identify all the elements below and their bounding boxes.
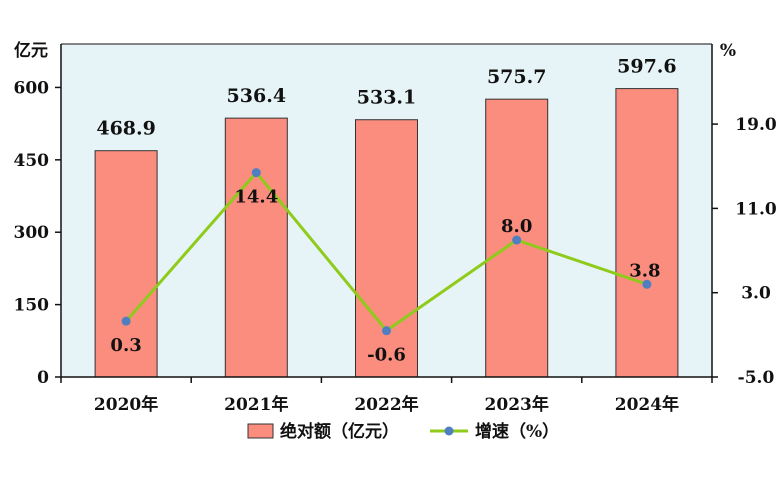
line-value-label: -0.6: [367, 345, 406, 366]
x-axis-ticks: 2020年 2021年 2022年 2023年 2024年: [60, 377, 713, 415]
right-tick-label: -5.0: [738, 368, 775, 388]
left-y-ticks: 0 150 300 450 600: [14, 78, 61, 388]
legend: 绝对额（亿元） 增速（%）: [247, 421, 559, 442]
line-point: [642, 279, 652, 289]
line-value-labels: 0.3 14.4 -0.6 8.0 3.8: [110, 187, 660, 366]
legend-line-marker: [444, 426, 454, 436]
line-point: [121, 316, 131, 326]
line-point: [251, 168, 261, 178]
left-tick-label: 600: [14, 78, 50, 98]
x-tick-label: 2022年: [354, 394, 418, 415]
line-point: [382, 326, 391, 336]
left-tick-label: 0: [37, 368, 49, 388]
right-tick-label: 3.0: [741, 284, 771, 304]
axes: [60, 43, 713, 378]
right-axis-title: %: [720, 41, 736, 61]
left-tick-label: 450: [14, 151, 50, 171]
bar-value-label: 468.9: [96, 118, 156, 140]
legend-bar-label: 绝对额（亿元）: [280, 421, 399, 442]
line-value-label: 8.0: [501, 216, 532, 237]
x-tick-label: 2021年: [224, 394, 288, 415]
line-value-label: 0.3: [110, 335, 141, 356]
right-y-ticks: -5.0 3.0 11.0 19.0: [712, 115, 777, 388]
bar-value-label: 575.7: [487, 66, 547, 88]
line-value-label: 3.8: [629, 260, 660, 281]
legend-line-label: 增速（%）: [475, 421, 559, 442]
right-tick-label: 11.0: [735, 199, 777, 219]
bar-value-label: 597.6: [617, 56, 677, 78]
bar: [615, 88, 679, 378]
bar-value-label: 533.1: [357, 87, 417, 109]
bar: [224, 117, 288, 378]
bar: [94, 150, 158, 378]
x-tick-label: 2024年: [615, 394, 679, 415]
line-value-label: 14.4: [234, 187, 278, 208]
bar-value-label: 536.4: [227, 85, 287, 107]
x-tick-label: 2020年: [94, 394, 158, 415]
bar-value-labels: 468.9 536.4 533.1 575.7 597.6: [96, 56, 676, 140]
left-axis-title: 亿元: [14, 40, 48, 61]
x-tick-label: 2023年: [485, 394, 549, 415]
line-series: [121, 168, 652, 336]
bar: [355, 119, 418, 378]
left-tick-label: 300: [14, 223, 50, 243]
left-tick-label: 150: [14, 296, 50, 316]
line-point: [512, 235, 522, 245]
right-tick-label: 19.0: [735, 115, 777, 135]
legend-bar-swatch: [247, 423, 274, 439]
